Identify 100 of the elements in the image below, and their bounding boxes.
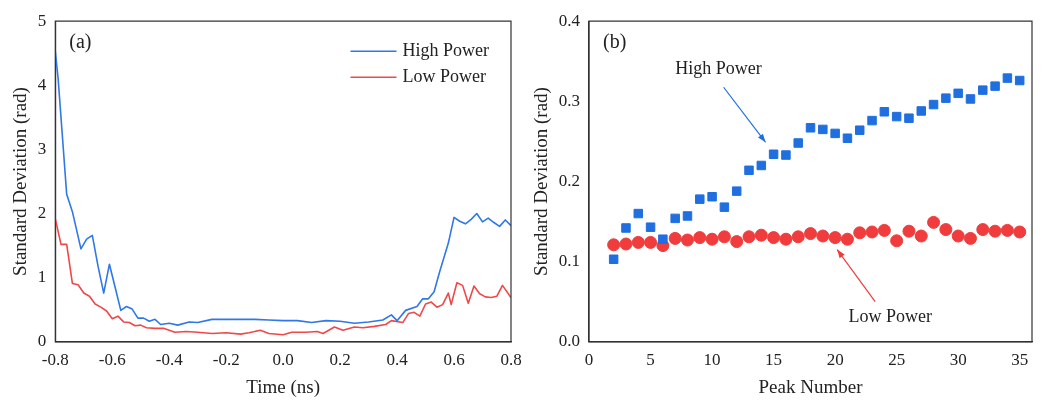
point bbox=[1014, 75, 1025, 86]
text: High Power bbox=[675, 57, 762, 78]
point bbox=[707, 191, 717, 202]
point bbox=[705, 232, 719, 246]
x-tick-label: 10 bbox=[703, 350, 721, 370]
point bbox=[976, 223, 990, 237]
y-tick-label: 3 bbox=[37, 138, 47, 158]
y-axis-title: Standard Deviation (rad) bbox=[530, 87, 553, 276]
point bbox=[633, 208, 644, 219]
point bbox=[631, 235, 645, 249]
point bbox=[658, 234, 668, 244]
y-tick-label: 0.0 bbox=[558, 331, 581, 351]
point bbox=[682, 211, 693, 221]
point bbox=[744, 165, 754, 176]
point bbox=[865, 225, 879, 239]
point bbox=[830, 128, 840, 139]
point bbox=[963, 231, 977, 245]
point bbox=[941, 93, 951, 103]
point bbox=[902, 224, 916, 238]
point bbox=[621, 223, 631, 233]
point bbox=[767, 231, 781, 245]
point bbox=[768, 149, 779, 159]
y-tick-label: 0.1 bbox=[558, 251, 581, 271]
point bbox=[754, 228, 768, 242]
point bbox=[867, 115, 877, 126]
x-tick-label: 25 bbox=[888, 350, 906, 370]
point bbox=[695, 194, 705, 204]
point bbox=[953, 88, 963, 99]
x-tick-label: 0.4 bbox=[386, 350, 409, 370]
point bbox=[730, 235, 744, 249]
point bbox=[644, 235, 658, 249]
point bbox=[853, 226, 867, 240]
legend-label: Low Power bbox=[402, 65, 487, 86]
point bbox=[731, 186, 742, 196]
point bbox=[855, 125, 865, 135]
point bbox=[818, 124, 828, 135]
point bbox=[877, 223, 891, 237]
point bbox=[793, 138, 803, 148]
point bbox=[840, 232, 854, 246]
point bbox=[1002, 73, 1013, 83]
x-tick-label: 15 bbox=[765, 350, 783, 370]
annotation: (a) bbox=[69, 30, 92, 54]
point bbox=[965, 94, 976, 104]
x-tick-label: 0 bbox=[584, 350, 594, 370]
x-tick-label: -0.4 bbox=[155, 350, 184, 370]
point bbox=[904, 113, 914, 123]
point bbox=[978, 85, 988, 95]
point bbox=[988, 224, 1002, 238]
legend-label: High Power bbox=[402, 39, 490, 60]
point bbox=[1000, 223, 1014, 237]
y-tick-label: 2 bbox=[37, 203, 47, 223]
point bbox=[619, 237, 633, 251]
x-tick-label: 0.0 bbox=[272, 350, 294, 370]
point bbox=[879, 107, 890, 117]
y-tick-label: 0.2 bbox=[558, 170, 581, 190]
x-tick-label: 30 bbox=[949, 350, 967, 370]
y-tick-label: 4 bbox=[37, 74, 47, 94]
y-axis-title: Standard Deviation (rad) bbox=[9, 87, 32, 276]
x-tick-label: 0.6 bbox=[443, 350, 465, 370]
y-tick-label: 1 bbox=[37, 267, 47, 287]
point bbox=[804, 227, 818, 241]
x-tick-label: 5 bbox=[646, 350, 655, 370]
point bbox=[779, 232, 793, 246]
point bbox=[816, 229, 830, 243]
x-tick-label: -0.6 bbox=[98, 350, 126, 370]
x-tick-label: 20 bbox=[826, 350, 844, 370]
point bbox=[828, 231, 842, 245]
point bbox=[927, 215, 941, 229]
y-tick-label: 0.3 bbox=[558, 90, 581, 110]
point bbox=[791, 230, 805, 244]
point bbox=[890, 234, 904, 248]
point bbox=[842, 133, 853, 143]
point bbox=[719, 202, 730, 212]
point bbox=[717, 230, 731, 244]
x-axis-title: Peak Number bbox=[758, 375, 864, 397]
point bbox=[668, 231, 682, 245]
point bbox=[608, 254, 619, 264]
point bbox=[756, 160, 767, 171]
point bbox=[916, 106, 927, 116]
point bbox=[914, 229, 928, 243]
point bbox=[928, 99, 939, 110]
y-tick-label: 0.4 bbox=[558, 10, 581, 30]
annotation: (b) bbox=[603, 30, 627, 54]
x-tick-label: 35 bbox=[1011, 350, 1029, 370]
point bbox=[781, 150, 791, 160]
point bbox=[693, 231, 707, 245]
point bbox=[951, 229, 965, 243]
point bbox=[645, 222, 656, 232]
point bbox=[1013, 225, 1027, 239]
x-axis-title: Time (ns) bbox=[246, 375, 321, 398]
x-tick-label: 0.2 bbox=[329, 350, 351, 370]
text: Low Power bbox=[848, 306, 932, 327]
x-tick-label: 0.8 bbox=[500, 350, 522, 370]
y-tick-label: 5 bbox=[37, 10, 47, 30]
x-tick-label: -0.8 bbox=[41, 350, 69, 370]
point bbox=[670, 213, 680, 224]
point bbox=[680, 233, 694, 247]
y-tick-label: 0 bbox=[37, 331, 47, 351]
point bbox=[805, 123, 816, 133]
point bbox=[742, 230, 756, 244]
